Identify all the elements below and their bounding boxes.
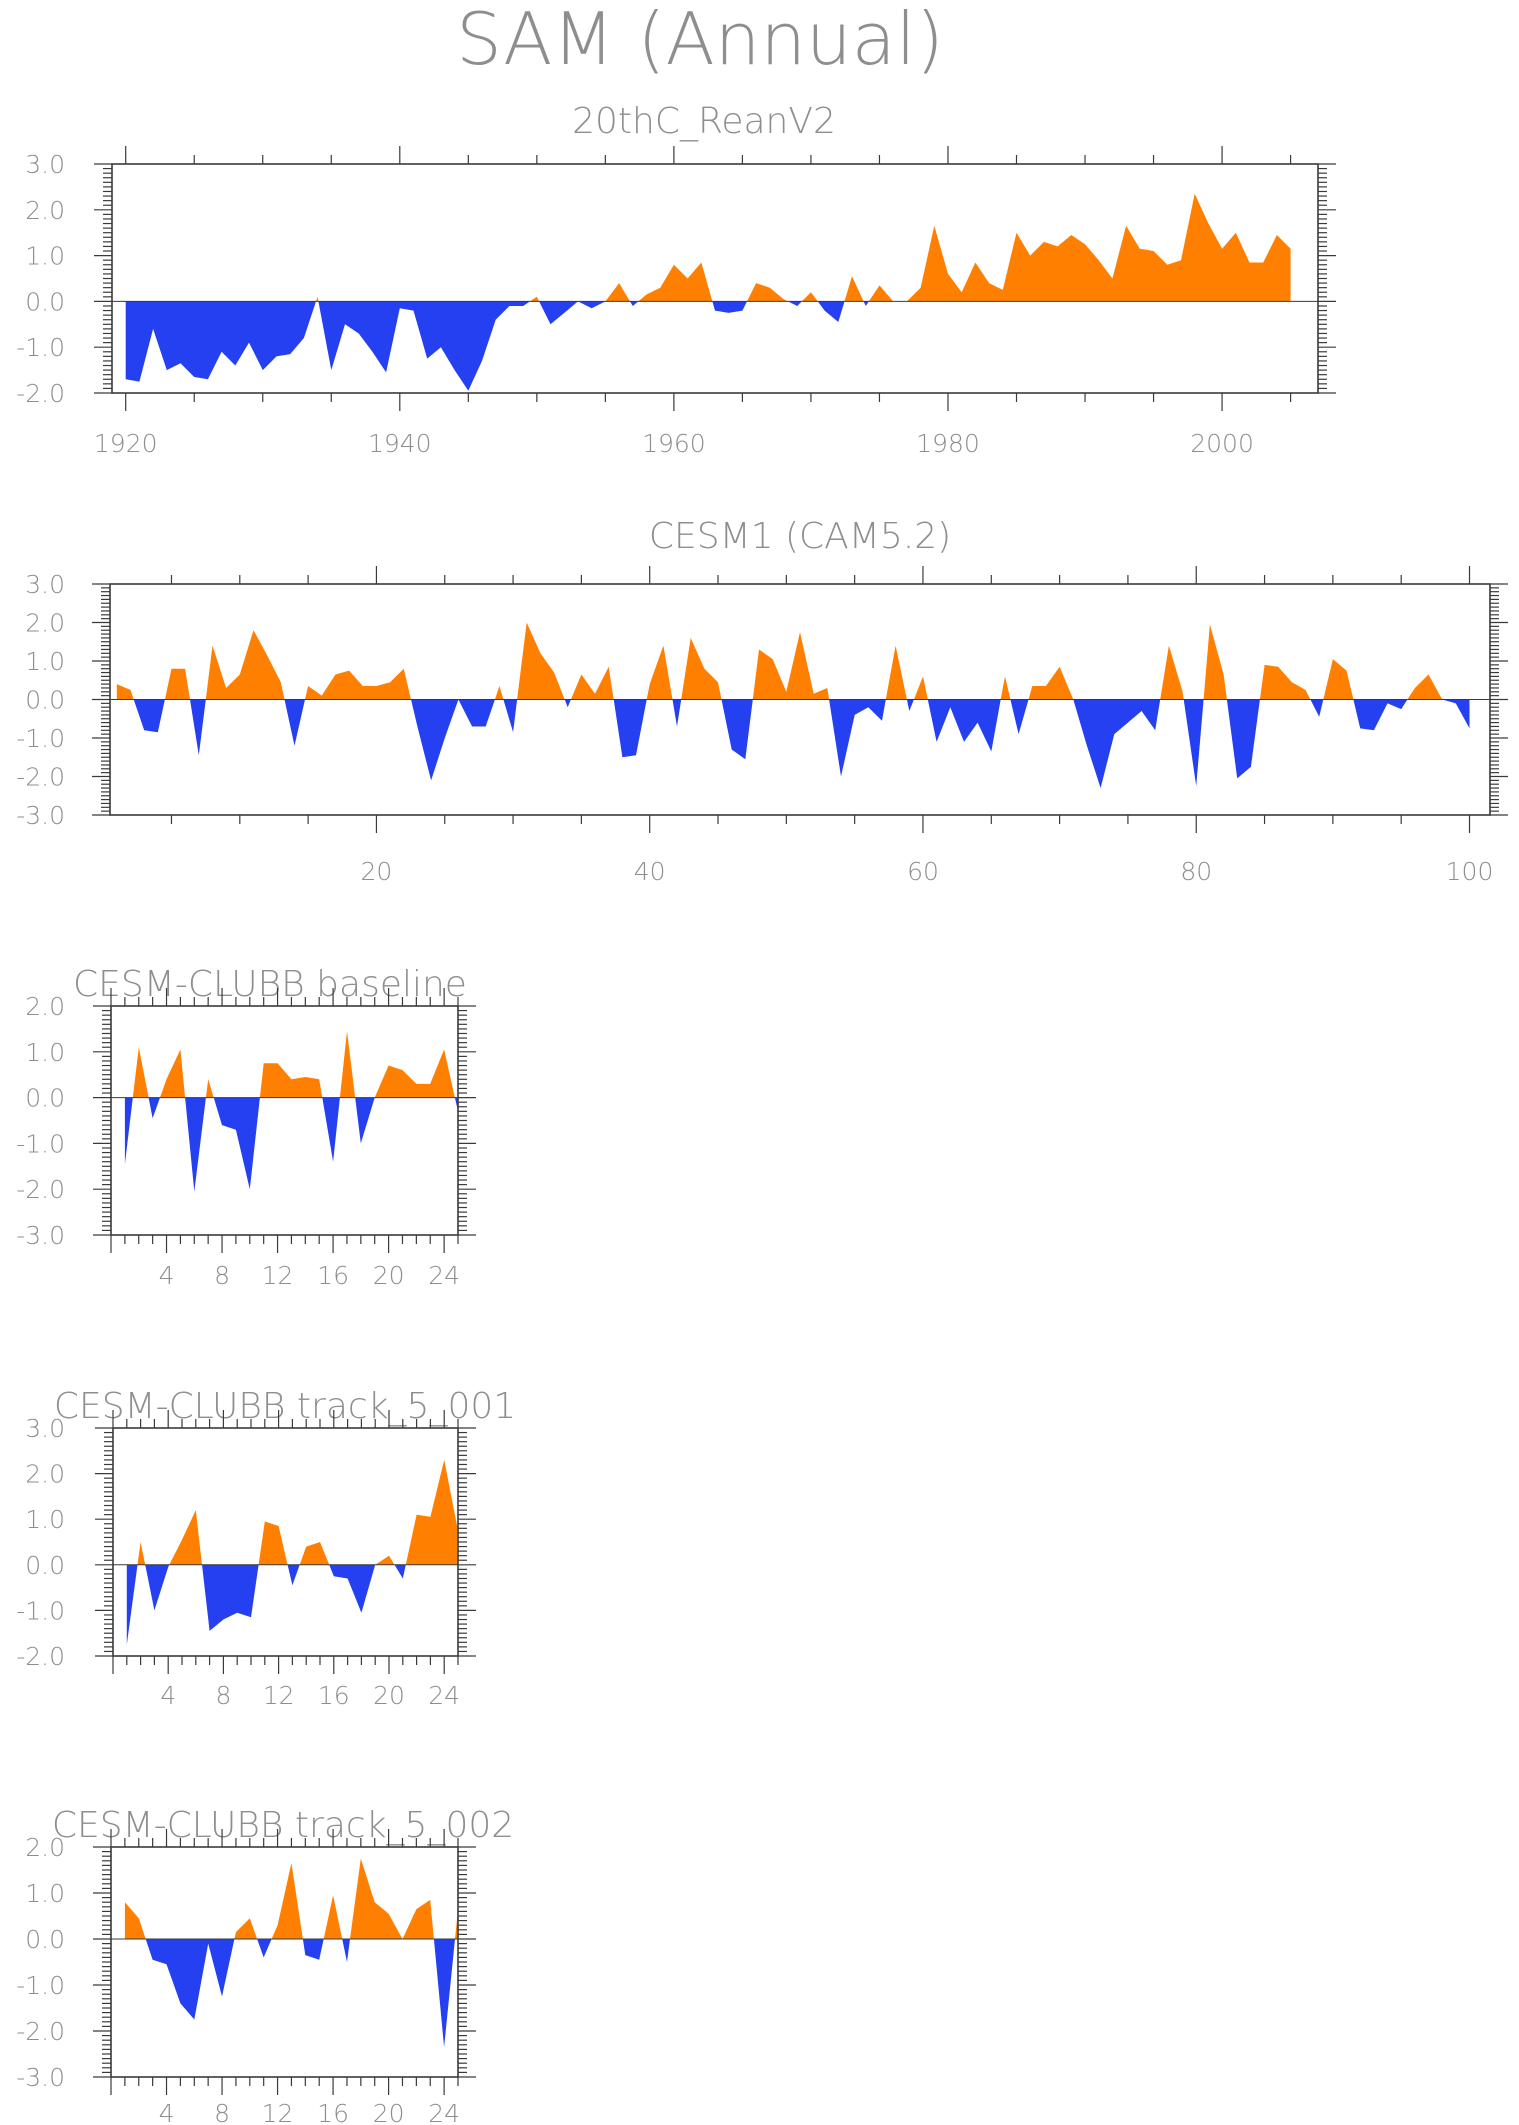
- y-tick-label: 1.0: [25, 647, 65, 676]
- chart-panel-1: 20thC_ReanV2 3.0 2.0 1.0 0.0 -1.0 -2.0 1920 1940…: [16, 101, 1336, 458]
- negative-anomaly-area: [125, 301, 1291, 391]
- y-tick-label: 2.0: [25, 1460, 65, 1489]
- y-tick-label: -1.0: [16, 1971, 65, 2000]
- y-tick-label: 1.0: [25, 1505, 65, 1534]
- y-tick-label: 2.0: [25, 1833, 65, 1862]
- y-tick-label: 1.0: [25, 242, 65, 271]
- plot-frame: [110, 1005, 459, 1236]
- chart-panel-2: CESM1 (CAM5.2) 3.0 2.0 1.0 0.0 -1.0 -2.0 -3.0 20…: [16, 516, 1508, 886]
- y-tick-label: 3.0: [25, 150, 65, 179]
- y-tick-label: 0.0: [25, 287, 65, 316]
- chart-panel-3: CESM-CLUBB baseline 2.0 1.0 0.0 -1.0 -2.0 -3.0…: [16, 964, 476, 1290]
- x-tick-label: 1940: [368, 429, 432, 458]
- y-tick-label: -2.0: [16, 1642, 65, 1671]
- x-tick-label: 12: [262, 2099, 294, 2125]
- y-tick-label: -3.0: [16, 2063, 65, 2092]
- x-tick-label: 24: [428, 1681, 460, 1710]
- x-tick-label: 1920: [94, 429, 158, 458]
- y-tick-label: -2.0: [16, 1175, 65, 1204]
- y-tick-label: -2.0: [16, 2017, 65, 2046]
- x-tick-label: 20: [373, 1261, 405, 1290]
- y-tick-label: 2.0: [25, 992, 65, 1021]
- x-tick-label: 16: [317, 1261, 349, 1290]
- y-tick-label: -2.0: [16, 763, 65, 792]
- x-tick-label: 12: [262, 1261, 294, 1290]
- x-tick-label: 16: [317, 2099, 349, 2125]
- x-tick-label: 16: [318, 1681, 350, 1710]
- x-tick-label: 20: [361, 857, 393, 886]
- x-tick-label: 2000: [1190, 429, 1254, 458]
- positive-anomaly-area: [126, 1459, 459, 1565]
- x-tick-label: 8: [214, 2099, 230, 2125]
- y-tick-label: 0.0: [25, 1925, 65, 1954]
- x-tick-label: 1960: [642, 429, 706, 458]
- negative-anomaly-area: [116, 699, 1470, 788]
- x-tick-label: 8: [215, 1681, 231, 1710]
- panel-title: CESM1 (CAM5.2): [649, 516, 951, 557]
- panel-title: CESM-CLUBB track_5_001: [54, 1386, 516, 1427]
- x-tick-label: 8: [214, 1261, 230, 1290]
- x-tick-label: 24: [428, 1261, 460, 1290]
- y-tick-label: 0.0: [25, 1084, 65, 1113]
- x-tick-label: 4: [160, 1681, 176, 1710]
- x-tick-label: 4: [159, 1261, 175, 1290]
- y-tick-label: 2.0: [25, 196, 65, 225]
- x-tick-label: 20: [373, 1681, 405, 1710]
- y-tick-label: -3.0: [16, 1221, 65, 1250]
- y-tick-label: -1.0: [16, 1596, 65, 1625]
- y-tick-label: 1.0: [25, 1879, 65, 1908]
- negative-anomaly-area: [124, 1097, 459, 1192]
- panel-title: CESM-CLUBB track_5_002: [52, 1805, 514, 1846]
- x-tick-label: 80: [1180, 857, 1212, 886]
- figure-title: SAM (Annual): [456, 0, 944, 81]
- x-tick-label: 12: [263, 1681, 295, 1710]
- panel-title: CESM-CLUBB baseline: [73, 964, 467, 1005]
- y-tick-label: 0.0: [25, 1551, 65, 1580]
- y-tick-label: 2.0: [25, 609, 65, 638]
- positive-anomaly-area: [124, 1031, 459, 1098]
- chart-panels: 20thC_ReanV2 3.0 2.0 1.0 0.0 -1.0 -2.0 1920 1940…: [16, 101, 1508, 2125]
- positive-anomaly-area: [124, 1858, 459, 1939]
- x-tick-label: 1980: [916, 429, 980, 458]
- x-tick-label: 100: [1446, 857, 1494, 886]
- negative-anomaly-area: [124, 1939, 459, 2048]
- y-tick-label: 3.0: [25, 1414, 65, 1443]
- y-tick-label: -1.0: [16, 333, 65, 362]
- x-tick-label: 40: [634, 857, 666, 886]
- x-tick-label: 24: [428, 2099, 460, 2125]
- positive-anomaly-area: [116, 622, 1470, 700]
- y-tick-label: 0.0: [25, 686, 65, 715]
- plot-frame: [112, 1427, 459, 1657]
- y-tick-label: -2.0: [16, 379, 65, 408]
- y-tick-label: -3.0: [16, 801, 65, 830]
- positive-anomaly-area: [125, 193, 1291, 302]
- y-tick-label: 1.0: [25, 1038, 65, 1067]
- x-tick-label: 20: [373, 2099, 405, 2125]
- y-tick-label: -1.0: [16, 1129, 65, 1158]
- y-tick-label: -1.0: [16, 724, 65, 753]
- y-tick-label: 3.0: [25, 570, 65, 599]
- negative-anomaly-area: [126, 1564, 459, 1645]
- panel-title: 20thC_ReanV2: [572, 101, 836, 142]
- x-tick-label: 60: [907, 857, 939, 886]
- x-tick-label: 4: [159, 2099, 175, 2125]
